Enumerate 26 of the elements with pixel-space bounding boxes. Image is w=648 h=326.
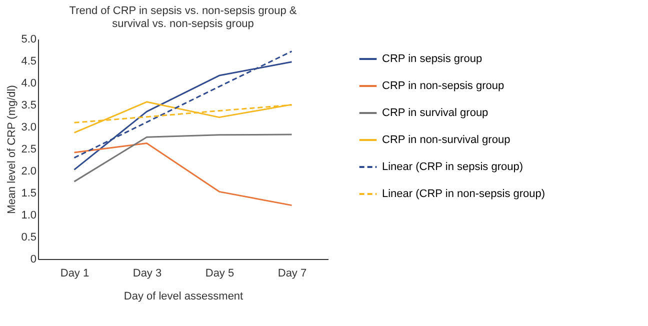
y-tick-label: 5.0	[21, 34, 36, 46]
y-tick-label: 4.5	[21, 56, 36, 68]
legend-label: CRP in sepsis group	[382, 53, 482, 65]
y-tick-label: 2.5	[21, 144, 36, 156]
x-tick-label: Day 7	[278, 268, 307, 280]
x-tick-label: Day 5	[205, 268, 234, 280]
legend-label: CRP in non-sepsis group	[382, 80, 504, 92]
legend-label: Linear (CRP in sepsis group)	[382, 161, 524, 173]
x-tick-label: Day 1	[60, 268, 90, 280]
legend-label: CRP in survival group	[382, 107, 488, 119]
y-tick-label: 0	[30, 254, 36, 266]
y-tick-label: 4.0	[21, 78, 36, 90]
y-tick-label: 1.5	[21, 188, 36, 200]
x-tick-label: Day 3	[132, 268, 162, 280]
y-axis-title: Mean level of CRP (mg/dl)	[6, 85, 18, 214]
y-tick-label: 1.0	[21, 210, 36, 222]
line-series	[74, 142, 292, 206]
y-tick-label: 0.5	[21, 232, 36, 244]
y-tick-label: 2.0	[21, 166, 36, 178]
x-axis-title: Day of level assessment	[124, 290, 244, 302]
y-tick-label: 3.0	[21, 122, 36, 134]
legend-label: Linear (CRP in non-sepsis group)	[382, 188, 546, 200]
y-tick-label: 3.5	[21, 100, 36, 112]
chart-title: Trend of CRP in sepsis vs. non-sepsis group & survival vs. non-sepsis group	[69, 5, 298, 30]
legend-label: CRP in non-survival group	[382, 134, 510, 146]
line-series	[74, 134, 292, 182]
